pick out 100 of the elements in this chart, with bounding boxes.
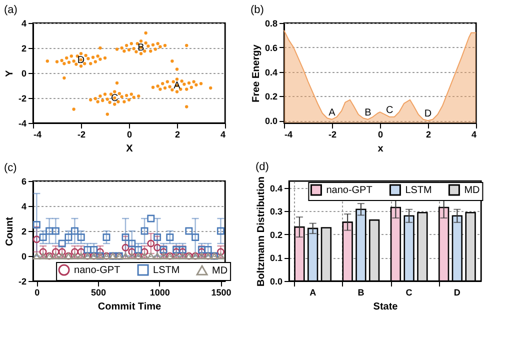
point <box>90 246 98 254</box>
legend-label: MD <box>464 185 480 196</box>
x-tick-label: 2 <box>426 130 432 140</box>
x-axis-title: State <box>373 302 398 312</box>
point <box>102 234 110 241</box>
point <box>204 246 212 254</box>
x-tick-label: -4 <box>284 130 293 140</box>
point <box>216 252 224 260</box>
point <box>58 240 66 248</box>
y-tick-label: 0.4 <box>270 183 282 194</box>
point <box>52 227 60 235</box>
y-axis-title: Count <box>4 216 16 246</box>
x-tick-label: 4 <box>471 130 476 140</box>
x-tick-label: -4 <box>34 130 42 140</box>
x-tick-label: D <box>454 288 461 298</box>
y-tick-label: 0.3 <box>270 206 282 217</box>
point <box>58 248 66 256</box>
x-tick-label: 0 <box>126 130 132 140</box>
point <box>32 252 40 260</box>
point <box>178 252 186 260</box>
point <box>52 248 60 256</box>
legend-label: LSTM <box>153 265 180 276</box>
point <box>128 252 136 260</box>
point <box>64 234 72 241</box>
point <box>128 240 136 248</box>
x-axis-title: X <box>126 144 134 154</box>
point <box>77 248 85 256</box>
chart-title: (b) <box>250 4 264 16</box>
point <box>154 234 162 241</box>
y-axis-title: Boltzmann Distribution <box>256 176 267 286</box>
point <box>172 248 180 256</box>
y-tick-label: 0.0 <box>270 276 282 286</box>
annotation: D <box>424 108 432 120</box>
x-tick-label: 0 <box>378 130 384 140</box>
x-tick-label: 4 <box>220 130 226 140</box>
chart-title: (d) <box>255 161 269 174</box>
point <box>154 244 162 252</box>
x-tick-label: 2 <box>174 130 180 140</box>
point <box>147 240 155 248</box>
point <box>39 234 47 241</box>
x-tick-label: 1500 <box>211 288 232 298</box>
chart-title: (c) <box>4 162 17 174</box>
x-tick-label: 1000 <box>150 288 170 298</box>
point <box>160 246 168 254</box>
y-tick-label: 0.0 <box>264 116 278 126</box>
point <box>96 248 104 256</box>
point <box>58 252 66 260</box>
point <box>160 248 168 256</box>
point <box>46 227 54 235</box>
y-tick-label: 0 <box>21 252 26 262</box>
point <box>140 248 148 256</box>
legend-label: LSTM <box>405 185 432 196</box>
annotation: B <box>364 107 372 118</box>
y-tick-label: 2 <box>21 44 26 54</box>
point <box>185 227 193 235</box>
point <box>192 234 200 241</box>
point <box>147 214 155 222</box>
y-tick-label: 0.6 <box>264 42 278 53</box>
y-tick-label: 2 <box>21 226 26 236</box>
point <box>39 252 47 260</box>
annotation: A <box>328 107 336 118</box>
point <box>52 252 60 260</box>
point <box>160 252 168 260</box>
point <box>77 252 85 260</box>
point <box>216 227 224 235</box>
point <box>70 248 78 256</box>
y-tick-label: 0.1 <box>270 253 282 264</box>
x-tick-label: C <box>406 288 413 298</box>
annotation: C <box>386 104 394 116</box>
x-axis-title: x <box>378 144 384 154</box>
point <box>32 236 40 244</box>
x-tick-label: A <box>310 288 317 298</box>
y-tick-label: 6 <box>21 176 26 186</box>
legend-label: nano-GPT <box>74 265 120 276</box>
y-tick-label: 0.4 <box>264 67 278 78</box>
point <box>128 248 136 256</box>
point <box>77 234 85 241</box>
point <box>166 234 174 241</box>
point <box>32 221 40 228</box>
point <box>178 246 186 254</box>
point <box>134 246 142 254</box>
x-axis-title: Commit Time <box>98 302 162 312</box>
point <box>39 248 47 256</box>
x-tick-label: 500 <box>91 288 106 298</box>
point <box>122 244 130 252</box>
point <box>147 252 155 260</box>
point <box>140 252 148 260</box>
chart-title: (a) <box>4 4 18 16</box>
point <box>84 246 92 254</box>
point <box>140 227 148 235</box>
point <box>198 248 206 256</box>
y-axis-title: Free Energy <box>250 44 262 102</box>
y-tick-label: 0 <box>21 68 26 78</box>
y-tick-label: -2 <box>18 276 26 286</box>
point <box>172 252 180 260</box>
y-axis-title: Y <box>4 70 16 77</box>
point <box>70 252 78 260</box>
x-tick-label: B <box>358 288 365 298</box>
x-tick-label: -2 <box>328 130 337 140</box>
y-tick-label: 0.2 <box>270 230 282 240</box>
